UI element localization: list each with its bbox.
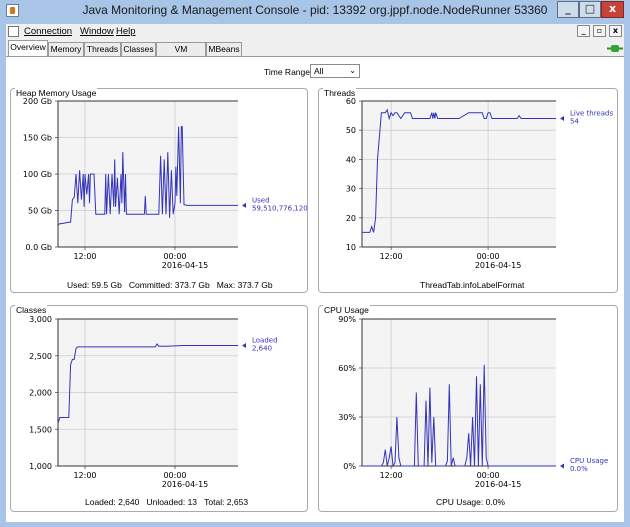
series-marker — [242, 342, 246, 348]
y-tick-label: 50 Gb — [28, 207, 52, 216]
tab-mbeans[interactable]: MBeans — [206, 42, 242, 56]
series-name-label: Loaded — [252, 336, 278, 344]
y-tick-label: 60% — [338, 364, 356, 373]
time-range-label: Time Range: — [264, 67, 313, 77]
child-minimize-button[interactable]: _ — [577, 25, 590, 37]
menu-help-label: Help — [116, 26, 136, 37]
y-tick-label: 10 — [346, 243, 356, 252]
x-tick-label: 00:00 — [477, 252, 500, 261]
menu-connection-label: Connection — [24, 26, 73, 37]
y-tick-label: 40 — [346, 155, 356, 164]
cpu-footer: CPU Usage: 0.0% — [436, 497, 505, 507]
x-tick-sublabel: 2016-04-15 — [162, 480, 209, 489]
classes-footer: Loaded: 2,640 Unloaded: 13 Total: 2,653 — [85, 497, 248, 507]
y-tick-label: 30 — [346, 185, 356, 194]
maximize-button[interactable]: □ — [579, 1, 601, 18]
series-line — [57, 343, 238, 424]
tab-classes[interactable]: Classes — [121, 42, 156, 56]
series-line — [362, 108, 556, 233]
tab-overview[interactable]: Overview — [8, 40, 48, 56]
y-tick-label: 0% — [343, 462, 356, 471]
classes-panel-title: Classes — [15, 305, 48, 315]
series-marker — [242, 202, 246, 208]
child-restore-button[interactable]: ▫ — [593, 25, 606, 37]
connection-plug-icon — [607, 45, 623, 52]
x-tick-label: 00:00 — [477, 471, 500, 480]
series-value-label: 59,510,776,120 — [252, 204, 308, 212]
series-value-label: 0.0% — [570, 465, 588, 473]
heap-max-value: Max: 373.7 Gb — [216, 280, 273, 290]
java-app-icon[interactable] — [6, 4, 19, 17]
y-tick-label: 150 Gb — [23, 134, 52, 143]
x-tick-label: 12:00 — [73, 471, 96, 480]
series-value-label: 54 — [570, 118, 579, 126]
y-tick-label: 1,000 — [29, 462, 52, 471]
series-value-label: 2,640 — [252, 344, 272, 352]
window-title: Java Monitoring & Management Console - p… — [82, 3, 548, 17]
plot-area — [362, 101, 556, 247]
x-tick-sublabel: 2016-04-15 — [475, 480, 522, 489]
y-tick-label: 100 Gb — [23, 170, 52, 179]
y-tick-label: 3,000 — [29, 315, 52, 324]
threads-footer: ThreadTab.infoLabelFormat — [420, 280, 525, 290]
cpu-panel-title: CPU Usage — [323, 305, 370, 315]
classes-total-value: Total: 2,653 — [204, 497, 249, 507]
y-tick-label: 20 — [346, 214, 356, 223]
series-name-label: Live threads — [570, 110, 613, 118]
time-range-value: All — [314, 66, 324, 76]
x-tick-sublabel: 2016-04-15 — [475, 261, 522, 270]
series-marker — [560, 463, 564, 469]
y-tick-label: 30% — [338, 413, 356, 422]
heap-panel-title: Heap Memory Usage — [15, 88, 98, 98]
y-tick-label: 90% — [338, 315, 356, 324]
y-tick-label: 2,000 — [29, 389, 52, 398]
y-tick-label: 60 — [346, 97, 356, 106]
series-name-label: CPU Usage — [570, 457, 608, 465]
y-tick-label: 200 Gb — [23, 97, 52, 106]
threads-panel-title: Threads — [323, 88, 357, 98]
x-tick-label: 12:00 — [380, 252, 403, 261]
time-range-select[interactable]: All ⌄ — [310, 64, 360, 78]
menu-connection[interactable]: Connection — [24, 26, 72, 37]
child-close-button[interactable]: x — [609, 25, 622, 37]
classes-unloaded-value: Unloaded: 13 — [146, 497, 198, 507]
x-tick-sublabel: 2016-04-15 — [162, 261, 209, 270]
heap-footer: Used: 59.5 Gb Committed: 373.7 Gb Max: 3… — [67, 280, 273, 290]
internal-frame-icon[interactable] — [8, 26, 19, 37]
chevron-down-icon: ⌄ — [349, 66, 356, 75]
y-tick-label: 50 — [346, 126, 356, 135]
tab-bar: Overview Memory Threads Classes VM Summa… — [6, 39, 624, 66]
tab-threads[interactable]: Threads — [84, 42, 121, 56]
x-tick-label: 12:00 — [380, 471, 403, 480]
title-bar[interactable]: Java Monitoring & Management Console - p… — [0, 0, 630, 22]
menu-help[interactable]: Help — [116, 26, 136, 37]
heap-committed-value: Committed: 373.7 Gb — [128, 280, 210, 290]
series-name-label: Used — [252, 196, 270, 204]
menu-bar: Connection Window Help _ ▫ x — [6, 24, 624, 39]
menu-window-label: Window — [80, 26, 114, 37]
close-button[interactable]: x — [601, 1, 624, 18]
series-line — [57, 126, 238, 226]
x-tick-label: 12:00 — [73, 252, 96, 261]
heap-used-value: Used: 59.5 Gb — [67, 280, 122, 290]
y-tick-label: 1,500 — [29, 425, 52, 434]
y-tick-label: 0.0 Gb — [25, 243, 52, 252]
x-tick-label: 00:00 — [163, 471, 186, 480]
minimize-button[interactable]: _ — [557, 1, 579, 18]
y-tick-label: 2,500 — [29, 352, 52, 361]
plot-area — [362, 319, 556, 466]
classes-loaded-value: Loaded: 2,640 — [85, 497, 140, 507]
x-tick-label: 00:00 — [163, 252, 186, 261]
series-marker — [560, 116, 564, 122]
menu-window[interactable]: Window — [80, 26, 114, 37]
series-line — [362, 364, 556, 468]
tab-memory[interactable]: Memory — [48, 42, 84, 56]
